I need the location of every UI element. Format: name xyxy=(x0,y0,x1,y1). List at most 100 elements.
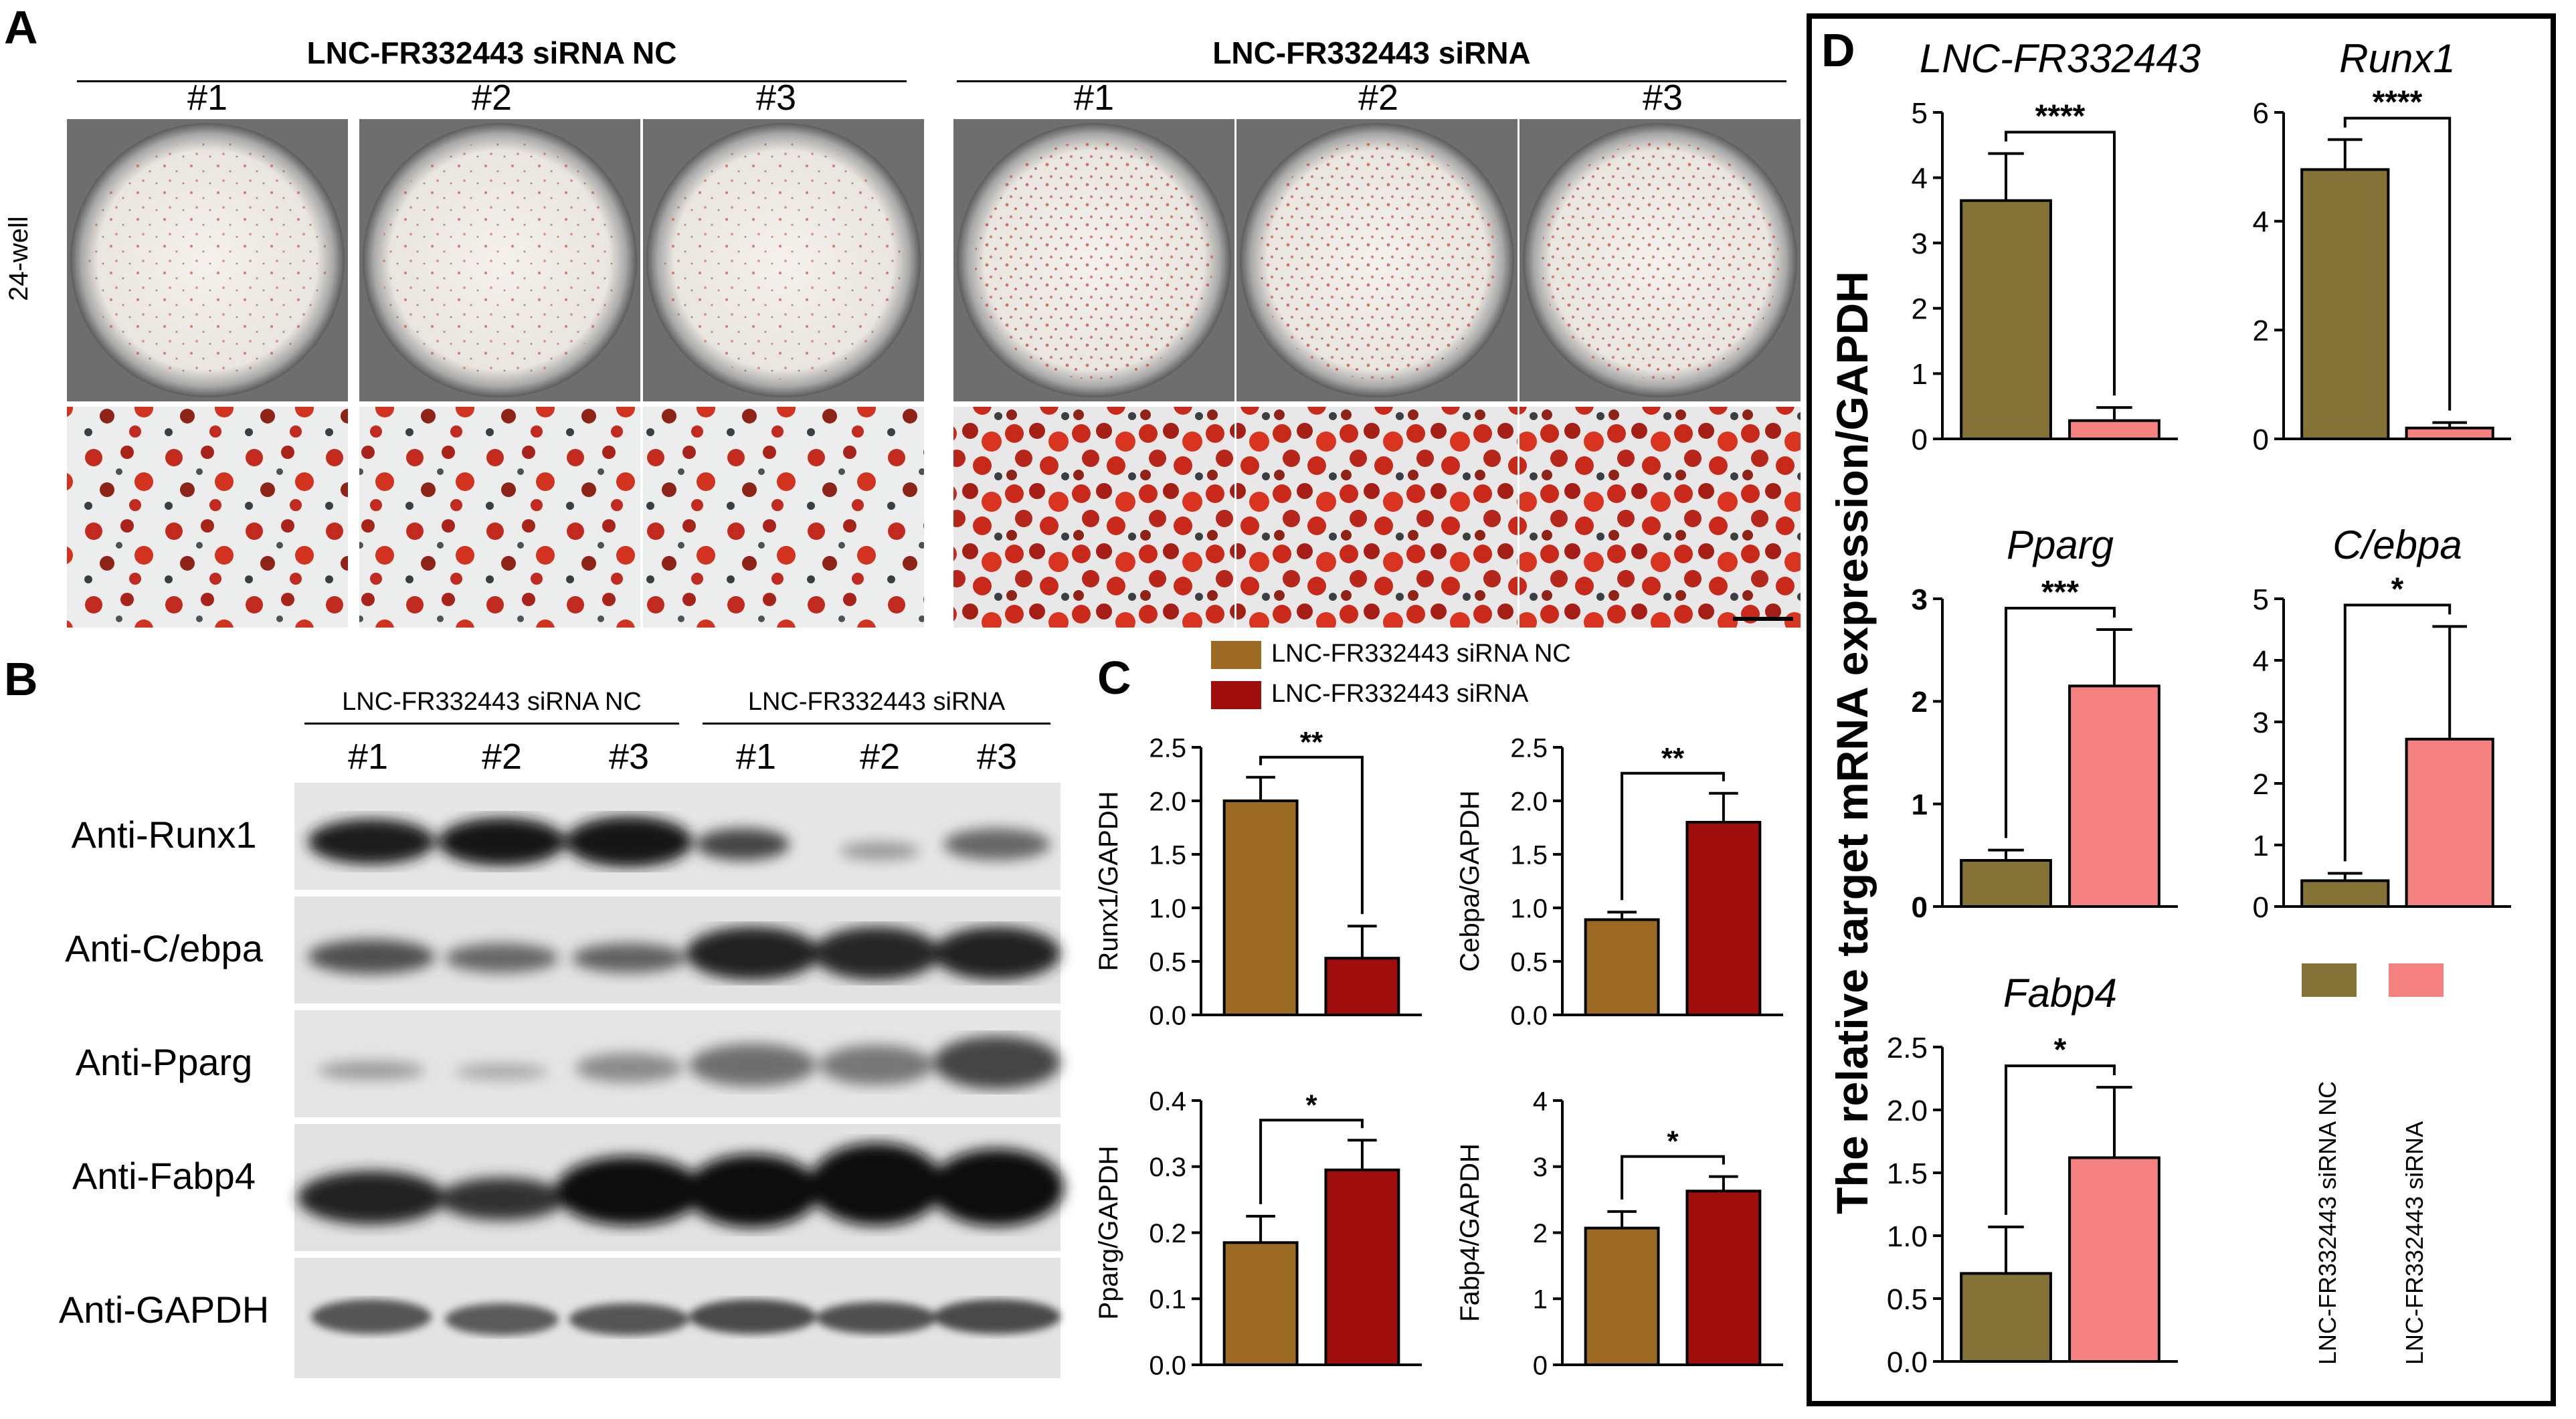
panel-c-legend-swatch-si xyxy=(1211,681,1261,709)
significance-bracket xyxy=(1621,771,1725,901)
chart-pparg: 0 1 2 3 *** Pparg xyxy=(1912,523,2178,924)
y-axis-label: Pparg/GAPDH xyxy=(1094,1145,1123,1319)
scale-bar xyxy=(1733,617,1793,621)
y-tick-label: 0.0 xyxy=(1510,1001,1548,1030)
bar-si xyxy=(2068,1156,2160,1363)
y-tick-label: 0 xyxy=(2253,891,2269,924)
significance-bracket xyxy=(1621,1155,1725,1200)
chart-title: Fabp4 xyxy=(2003,971,2117,1016)
chart-lnc-fr332443: 0 1 2 3 4 5 **** LNC-FR332443 xyxy=(1912,36,2201,456)
y-tick-label: 2 xyxy=(2253,768,2269,801)
y-tick-label: 2 xyxy=(2253,314,2269,347)
panel-b-lane-2: #2 xyxy=(481,737,523,777)
y-tick-label: 5 xyxy=(1912,97,1928,130)
y-tick-label: 2 xyxy=(1533,1219,1548,1248)
y-tick-label: 0.4 xyxy=(1149,1086,1186,1116)
significance-bracket xyxy=(1259,755,1364,915)
y-tick-label: 0.0 xyxy=(1149,1001,1186,1030)
y-tick-label: 0 xyxy=(1912,423,1928,456)
bar-si xyxy=(2068,419,2160,440)
significance-label: ** xyxy=(1661,742,1685,775)
chart-title: Runx1 xyxy=(2339,36,2455,81)
bar-nc xyxy=(1584,1226,1660,1367)
bar-si xyxy=(2405,737,2494,909)
well-images xyxy=(67,119,1801,401)
y-tick-label: 1 xyxy=(1912,789,1928,822)
chart-c-ebpa: 0 1 2 3 4 5 * C/ebpa xyxy=(2253,523,2511,924)
y-tick-label: 6 xyxy=(2253,97,2269,130)
chart-fabp4: 0.0 0.5 1.0 1.5 2.0 2.5 * Fabp4 xyxy=(1887,971,2178,1379)
panel-a-rep-2: #2 xyxy=(471,78,513,118)
chart-cebpa-gapdh: 0.0 0.5 1.0 1.5 2.0 2.5 ** Cebpa/GAPDH xyxy=(1455,733,1783,1030)
panel-b-group-nc: LNC-FR332443 siRNA NC xyxy=(342,688,642,716)
panel-b-lane-5: #2 xyxy=(859,737,901,777)
chart-title: LNC-FR332443 xyxy=(1920,36,2201,81)
y-tick-label: 2.0 xyxy=(1887,1095,1928,1127)
y-tick-label: 1.0 xyxy=(1149,894,1186,923)
panel-d-frame xyxy=(1807,13,2556,1406)
y-tick-label: 3 xyxy=(1912,227,1928,260)
chart-pparg-gapdh: 0.0 0.1 0.2 0.3 0.4 * Pparg/GAPDH xyxy=(1094,1086,1422,1380)
y-tick-label: 0.1 xyxy=(1149,1285,1186,1315)
significance-label: * xyxy=(2054,1032,2067,1068)
y-tick-label: 5 xyxy=(2253,583,2269,616)
significance-label: **** xyxy=(2373,85,2423,120)
y-tick-label: 1 xyxy=(1533,1285,1548,1315)
y-tick-label: 1 xyxy=(2253,830,2269,862)
y-tick-label: 4 xyxy=(1912,162,1928,195)
panel-c-legend-si: LNC-FR332443 siRNA xyxy=(1271,680,1529,708)
panel-b-lane-3: #3 xyxy=(608,737,650,777)
y-tick-label: 0 xyxy=(1912,891,1928,924)
panel-a-rep-5: #2 xyxy=(1358,78,1399,118)
y-tick-label: 3 xyxy=(1912,583,1928,616)
significance-bracket xyxy=(1259,1119,1364,1204)
significance-label: * xyxy=(1305,1089,1317,1121)
y-tick-label: 2.0 xyxy=(1149,787,1186,816)
blot-label-cebpa: Anti-C/ebpa xyxy=(65,927,263,969)
panel-a-rep-6: #3 xyxy=(1642,78,1683,118)
bar-si xyxy=(1324,1168,1400,1366)
panel-d-letter: D xyxy=(1821,24,1855,76)
panel-c-charts: 0.00.51.01.52.02.5 **Runx1/GAPDH0.00.51.0… xyxy=(1094,726,1783,1380)
y-tick-label: 1.5 xyxy=(1510,840,1548,870)
significance-bracket xyxy=(2343,603,2452,862)
y-tick-label: 0.5 xyxy=(1510,947,1548,977)
blot-label-fabp4: Anti-Fabp4 xyxy=(72,1155,256,1197)
y-tick-label: 0 xyxy=(1533,1351,1548,1380)
y-tick-label: 2.5 xyxy=(1887,1032,1928,1064)
y-tick-label: 4 xyxy=(1533,1086,1548,1116)
panel-a-rep-3: #3 xyxy=(755,78,797,118)
y-axis-label: Cebpa/GAPDH xyxy=(1455,790,1485,971)
blot-label-runx1: Anti-Runx1 xyxy=(71,814,257,856)
panel-b-nc-line xyxy=(304,723,679,725)
significance-bracket xyxy=(2343,116,2452,411)
bar-nc xyxy=(1960,859,2052,908)
significance-bracket xyxy=(2005,1064,2116,1215)
y-tick-label: 1.0 xyxy=(1510,894,1548,923)
bar-si xyxy=(2405,426,2494,441)
chart-title: Pparg xyxy=(2007,523,2114,567)
chart-title: C/ebpa xyxy=(2332,523,2462,567)
blot-label-gapdh: Anti-GAPDH xyxy=(58,1289,270,1331)
panel-c-legend-nc: LNC-FR332443 siRNA NC xyxy=(1271,640,1571,668)
panel-a-group-si: LNC-FR332443 siRNA xyxy=(1212,35,1531,70)
western-blots xyxy=(294,783,1064,1378)
panel-a-letter: A xyxy=(4,1,38,54)
bar-si xyxy=(1685,1190,1762,1366)
y-tick-label: 0.2 xyxy=(1149,1219,1186,1248)
y-tick-label: 0.0 xyxy=(1887,1346,1928,1379)
y-tick-label: 2.0 xyxy=(1510,787,1548,816)
y-tick-label: 0.0 xyxy=(1149,1351,1186,1380)
bar-nc xyxy=(1960,199,2052,440)
significance-label: * xyxy=(2391,571,2404,607)
y-tick-label: 3 xyxy=(1533,1153,1548,1182)
bar-nc xyxy=(1222,1241,1299,1366)
y-tick-label: 2 xyxy=(1912,293,1928,326)
y-tick-label: 1.0 xyxy=(1887,1220,1928,1253)
y-tick-label: 3 xyxy=(2253,706,2269,739)
bar-si xyxy=(1685,821,1762,1016)
significance-bracket xyxy=(2005,607,2116,838)
bar-si xyxy=(1324,957,1400,1016)
y-axis-label: Runx1/GAPDH xyxy=(1094,791,1123,971)
panel-a-group-nc: LNC-FR332443 siRNA NC xyxy=(306,35,677,70)
